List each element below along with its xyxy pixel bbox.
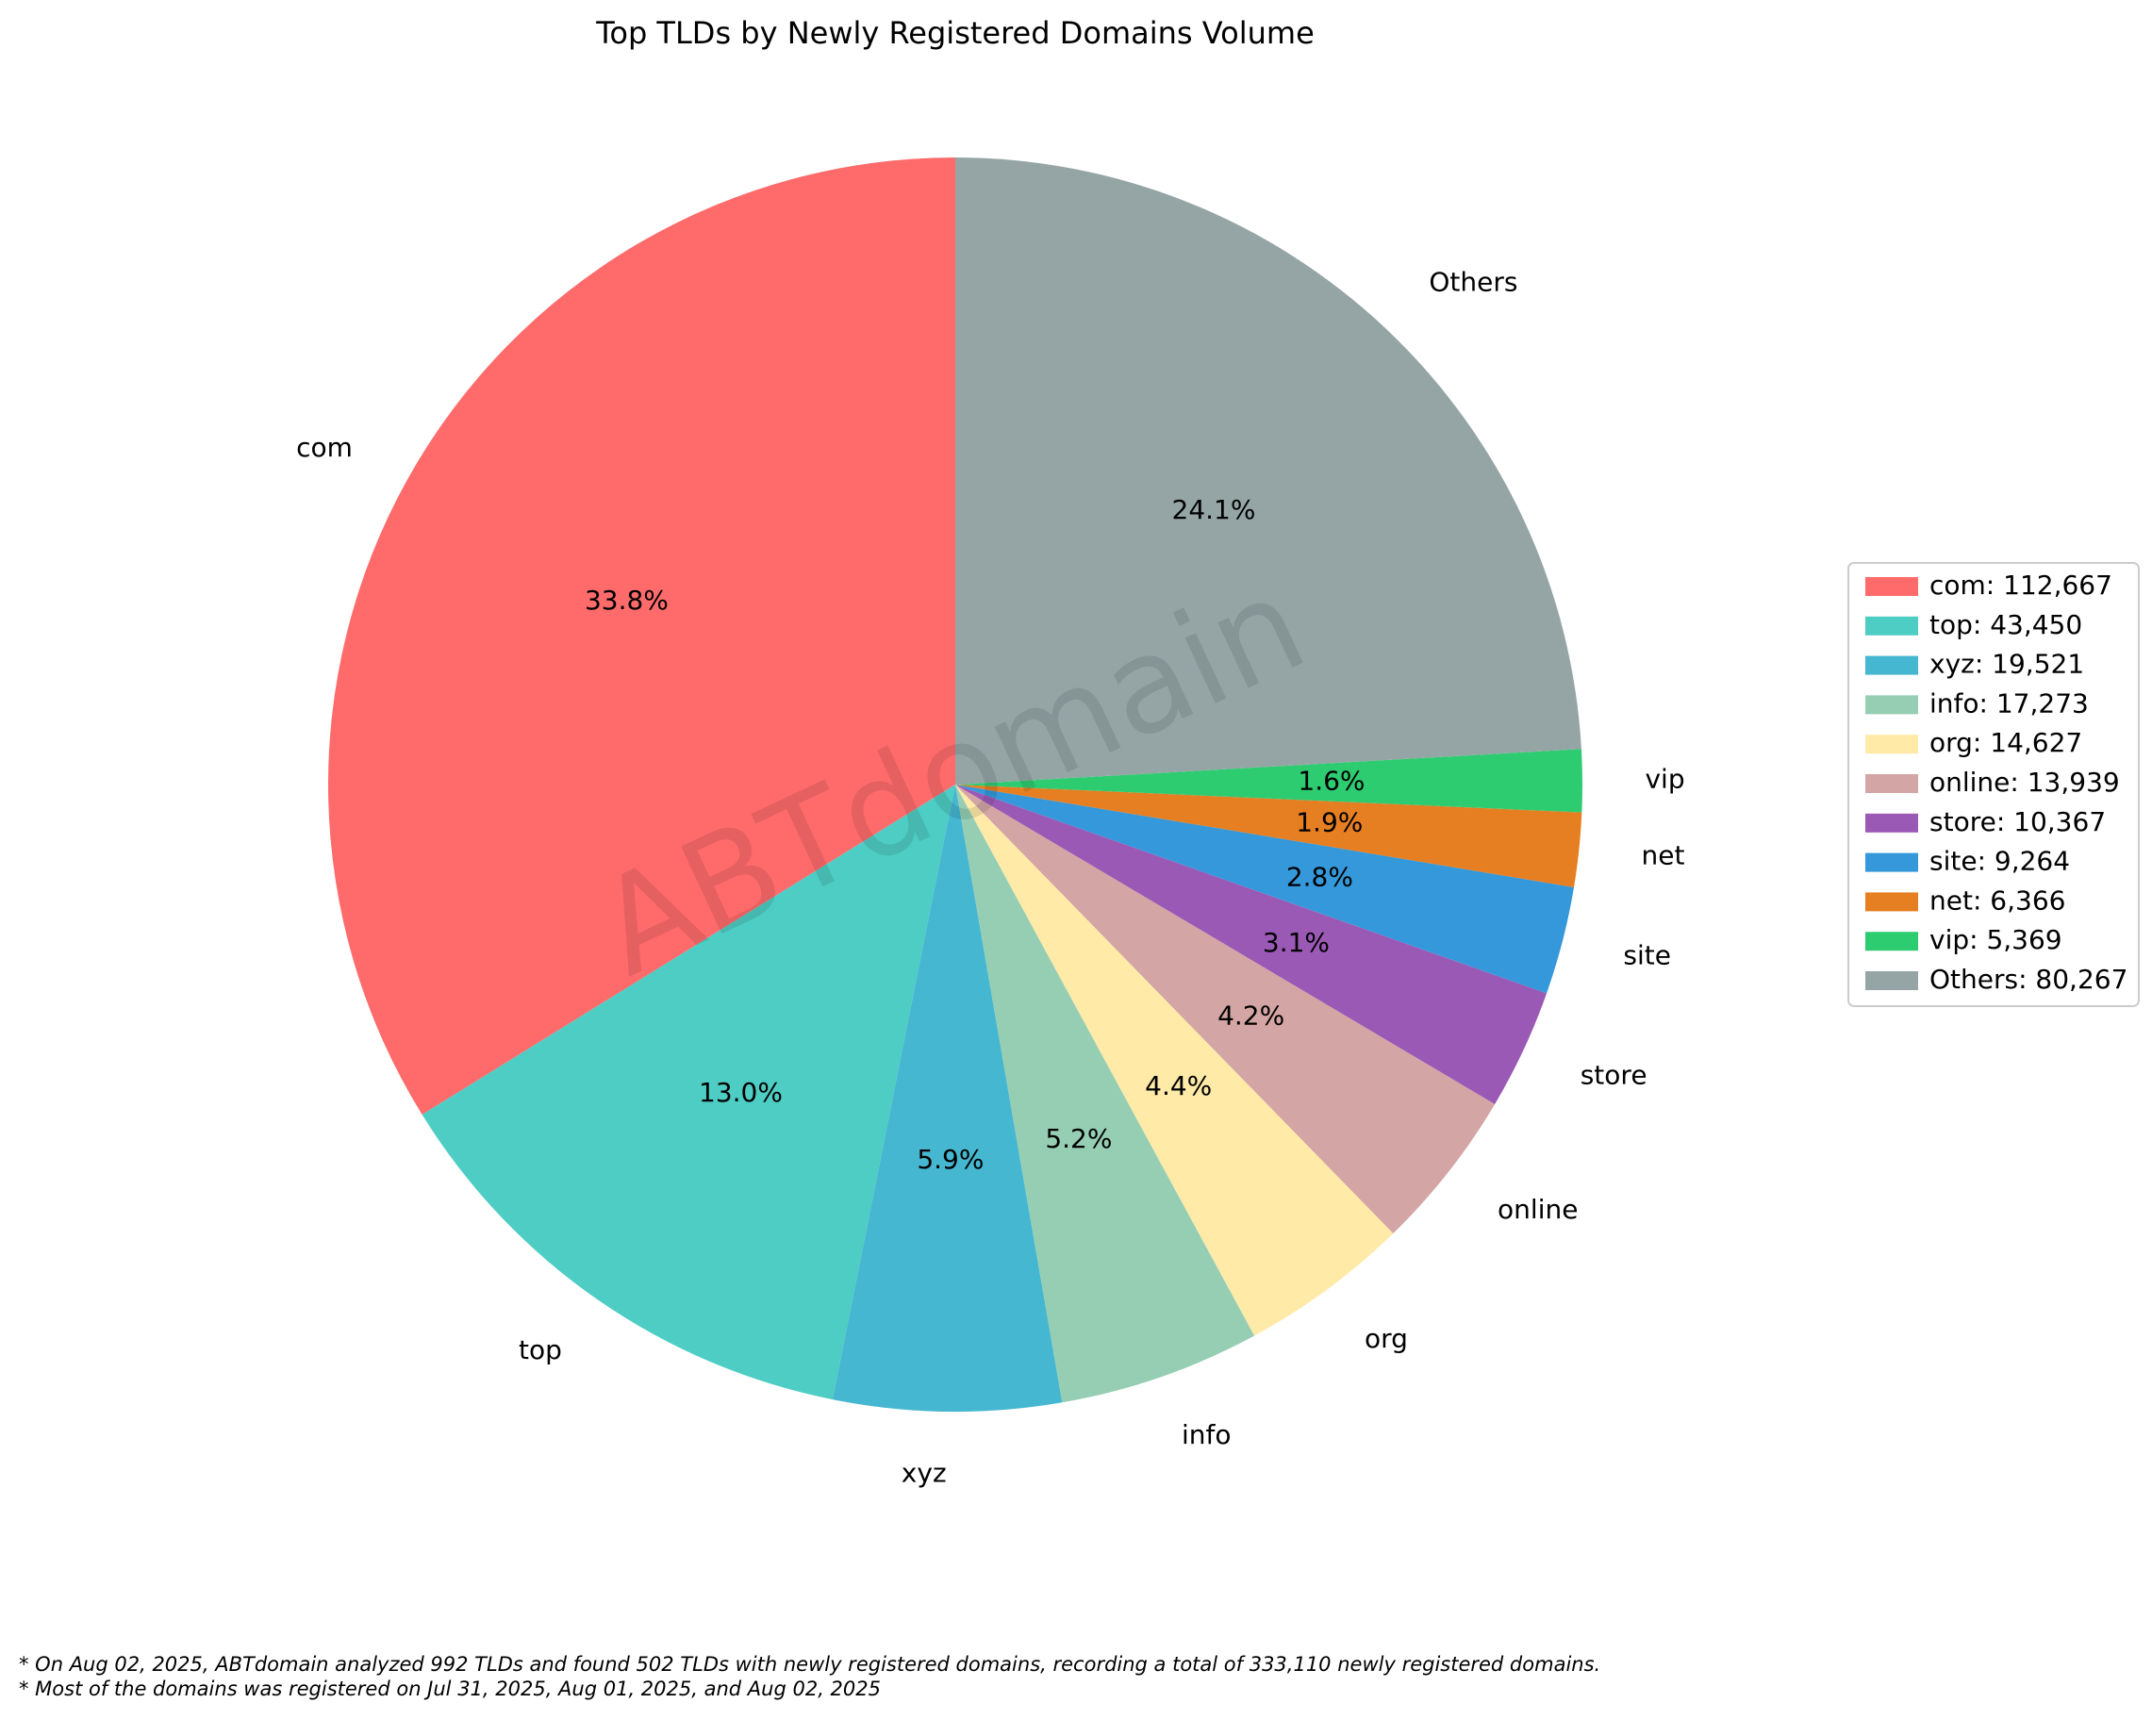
slice-label-top: top <box>519 1334 562 1365</box>
slice-net <box>955 785 1582 887</box>
slice-label-org: org <box>1365 1323 1408 1354</box>
legend-swatch-com <box>1865 577 1918 596</box>
pct-label-top: 13.0% <box>699 1077 783 1108</box>
footnote-2: * Most of the domains was registered on … <box>19 1678 881 1700</box>
pct-label-xyz: 5.9% <box>917 1144 984 1175</box>
slice-label-info: info <box>1182 1419 1232 1450</box>
pct-label-net: 1.9% <box>1296 807 1363 838</box>
legend-swatch-top <box>1865 616 1918 636</box>
percent-labels: 33.8% 13.0% 5.9% 5.2% 4.4% 4.2% 3.1% 2.8% 1.9% 1.… <box>585 494 1366 1175</box>
slice-label-store: store <box>1581 1060 1647 1091</box>
pct-label-others: 24.1% <box>1172 494 1256 525</box>
legend-swatch-net <box>1865 892 1918 912</box>
pct-label-online: 4.2% <box>1217 1000 1284 1032</box>
slice-label-vip: vip <box>1645 764 1684 795</box>
slice-label-net: net <box>1642 839 1685 870</box>
legend-frame <box>1847 562 2140 1007</box>
slice-label-others: Others <box>1429 266 1517 297</box>
legend-swatch-store <box>1865 813 1918 833</box>
slice-store <box>955 785 1548 1104</box>
slice-top <box>422 785 956 1400</box>
slice-label-site: site <box>1623 939 1671 970</box>
legend-swatch-others <box>1865 971 1918 990</box>
legend-swatch-online <box>1865 774 1918 793</box>
pct-label-org: 4.4% <box>1145 1070 1212 1101</box>
slice-site <box>955 785 1575 994</box>
legend-label-info: info: 17,273 <box>1929 687 2089 719</box>
slice-others <box>955 157 1581 785</box>
legend-items: com: 112,667 top: 43,450 xyz: 19,521 info: … <box>1865 570 2127 995</box>
legend-label-store: store: 10,367 <box>1929 806 2106 837</box>
legend-label-online: online: 13,939 <box>1929 767 2120 798</box>
legend-label-org: org: 14,627 <box>1929 727 2082 758</box>
legend-label-com: com: 112,667 <box>1929 570 2112 601</box>
legend: com: 112,667 top: 43,450 xyz: 19,521 info: … <box>1847 562 2140 1007</box>
pct-label-vip: 1.6% <box>1298 766 1365 797</box>
pct-label-store: 3.1% <box>1263 927 1330 958</box>
slice-label-online: online <box>1498 1194 1578 1225</box>
legend-swatch-info <box>1865 695 1918 715</box>
legend-swatch-org <box>1865 735 1918 754</box>
legend-label-vip: vip: 5,369 <box>1929 924 2062 955</box>
legend-label-xyz: xyz: 19,521 <box>1929 649 2084 680</box>
legend-label-top: top: 43,450 <box>1929 609 2082 640</box>
legend-swatch-vip <box>1865 932 1918 951</box>
slice-label-xyz: xyz <box>902 1457 947 1488</box>
legend-swatch-xyz <box>1865 655 1918 675</box>
slice-com <box>328 157 955 1116</box>
pct-label-site: 2.8% <box>1286 861 1353 892</box>
slice-xyz <box>832 785 1063 1412</box>
slice-vip <box>955 749 1582 813</box>
slice-label-com: com <box>296 432 353 463</box>
pct-label-info: 5.2% <box>1045 1123 1112 1154</box>
legend-swatch-site <box>1865 852 1918 872</box>
slice-org <box>955 785 1394 1336</box>
legend-label-site: site: 9,264 <box>1929 846 2070 877</box>
slice-labels: com top xyz info org online store site net vip Oth… <box>296 266 1684 1488</box>
pie-slices <box>328 157 1582 1412</box>
slice-info <box>955 785 1255 1403</box>
pct-label-com: 33.8% <box>585 585 669 616</box>
chart-title: Top TLDs by Newly Registered Domains Vol… <box>595 15 1315 51</box>
slice-online <box>955 785 1496 1234</box>
legend-label-net: net: 6,366 <box>1929 885 2065 916</box>
legend-label-others: Others: 80,267 <box>1929 964 2127 995</box>
footnote-1: * On Aug 02, 2025, ABTdomain analyzed 99… <box>19 1653 1600 1676</box>
